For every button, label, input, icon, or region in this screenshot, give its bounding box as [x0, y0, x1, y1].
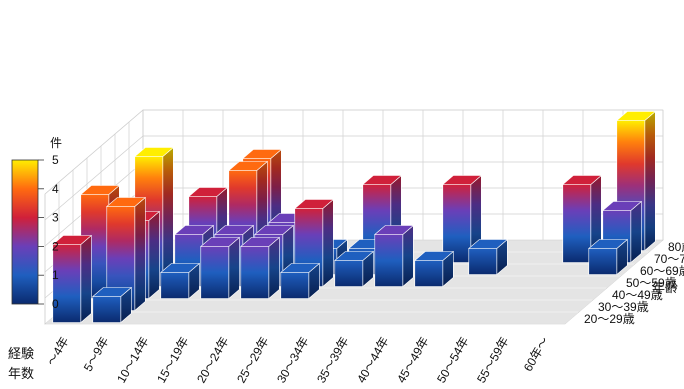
bar-top [333, 251, 375, 261]
y-tick-label: 70～79歳 [654, 252, 684, 266]
chart-bars [51, 110, 657, 324]
bar-top [79, 185, 121, 195]
y-tick-label: 80歳～ [668, 240, 684, 254]
x-tick-label: 10～14年 [114, 335, 151, 386]
bar-front [334, 260, 364, 287]
x-tick-label: 5～9年 [81, 335, 112, 374]
bar-top [187, 187, 229, 197]
color-scale-legend: 0 1 2 3 4 5 [11, 153, 59, 311]
bar-top [91, 287, 133, 297]
bar [279, 262, 321, 300]
bar-top [601, 201, 643, 211]
color-scale-tick-label: 1 [52, 268, 59, 282]
x-tick-label: 60年～ [521, 335, 552, 374]
color-scale-tick-label: 0 [52, 297, 59, 311]
bar-front [160, 272, 190, 299]
y-tick-label: 30～39歳 [598, 300, 649, 314]
color-scale-tick-label: 2 [52, 239, 59, 253]
bar-top [159, 263, 201, 273]
bar-top [279, 263, 321, 273]
x-tick-label: 40～44年 [354, 335, 391, 386]
bar [159, 262, 201, 300]
x-tick-label: 35～39年 [314, 335, 351, 386]
bar-front [240, 246, 270, 299]
z-axis-label: 件 [50, 136, 62, 150]
bar [467, 238, 509, 276]
bar-top [441, 175, 483, 185]
bar-side [134, 196, 146, 312]
bar-top [561, 175, 603, 185]
x-tick-label: 45～49年 [394, 335, 431, 386]
x-axis-label-line2: 年数 [8, 366, 34, 381]
color-scale-bar [11, 159, 39, 305]
bar-top [105, 197, 147, 207]
bar-front [200, 246, 230, 299]
bar-top [293, 199, 335, 209]
bar-top [587, 239, 629, 249]
bar [105, 196, 147, 312]
y-tick-label: 50～59歳 [626, 276, 677, 290]
x-tick-label: 55～59年 [474, 335, 511, 386]
bar-side [322, 198, 334, 288]
y-tick-label: 20～29歳 [584, 312, 635, 326]
bar-side [148, 210, 160, 300]
bar-top [241, 149, 283, 159]
bar-side [630, 200, 642, 264]
bar [51, 234, 93, 324]
bar [413, 250, 455, 288]
color-scale-tick-label: 5 [52, 153, 59, 167]
color-scale-ticks: 0 1 2 3 4 5 [38, 153, 59, 311]
bar-side [268, 236, 280, 300]
bar-top [51, 235, 93, 245]
bar-top [361, 175, 403, 185]
bar-top [373, 225, 415, 235]
bar-top [253, 225, 295, 235]
color-scale-tick-label: 3 [52, 211, 59, 225]
bar [91, 286, 133, 324]
bar-front [92, 296, 122, 323]
bar-top [467, 239, 509, 249]
bar [587, 238, 629, 276]
color-scale-tick-label: 4 [52, 182, 59, 196]
bar-front [414, 260, 444, 287]
bar-front [280, 272, 310, 299]
bar-front [442, 184, 472, 263]
bar-top [173, 225, 215, 235]
y-tick-label: 60～69歳 [640, 264, 684, 278]
x-axis-label-line1: 経験 [8, 346, 34, 361]
bar-front [588, 248, 618, 275]
bar-top [615, 111, 657, 121]
y-tick-label: 40～49歳 [612, 288, 663, 302]
bar-side [644, 110, 656, 252]
x-tick-label: 30～34年 [274, 335, 311, 386]
x-tick-label: ～4年 [44, 335, 71, 369]
bar-front [562, 184, 592, 263]
bar-top [133, 147, 175, 157]
bar-side [402, 224, 414, 288]
bar [333, 250, 375, 288]
x-tick-label: 50～54年 [434, 335, 471, 386]
bar [239, 236, 281, 300]
bar-front [374, 234, 404, 287]
bar-top [227, 161, 269, 171]
bar-top [239, 237, 281, 247]
floor-row [45, 312, 579, 324]
bar-top [199, 237, 241, 247]
bar [199, 236, 241, 300]
y-axis-label: 年齢 [652, 280, 678, 295]
bar-top [413, 251, 455, 261]
bar-top [213, 225, 255, 235]
bar-side [80, 234, 92, 324]
bar-front [468, 248, 498, 275]
x-tick-label: 25～29年 [234, 335, 271, 386]
bar-side [228, 236, 240, 300]
floor-row [59, 300, 593, 312]
x-tick-label: 15～19年 [154, 335, 191, 386]
x-tick-label: 20～24年 [194, 335, 231, 386]
bar [373, 224, 415, 288]
